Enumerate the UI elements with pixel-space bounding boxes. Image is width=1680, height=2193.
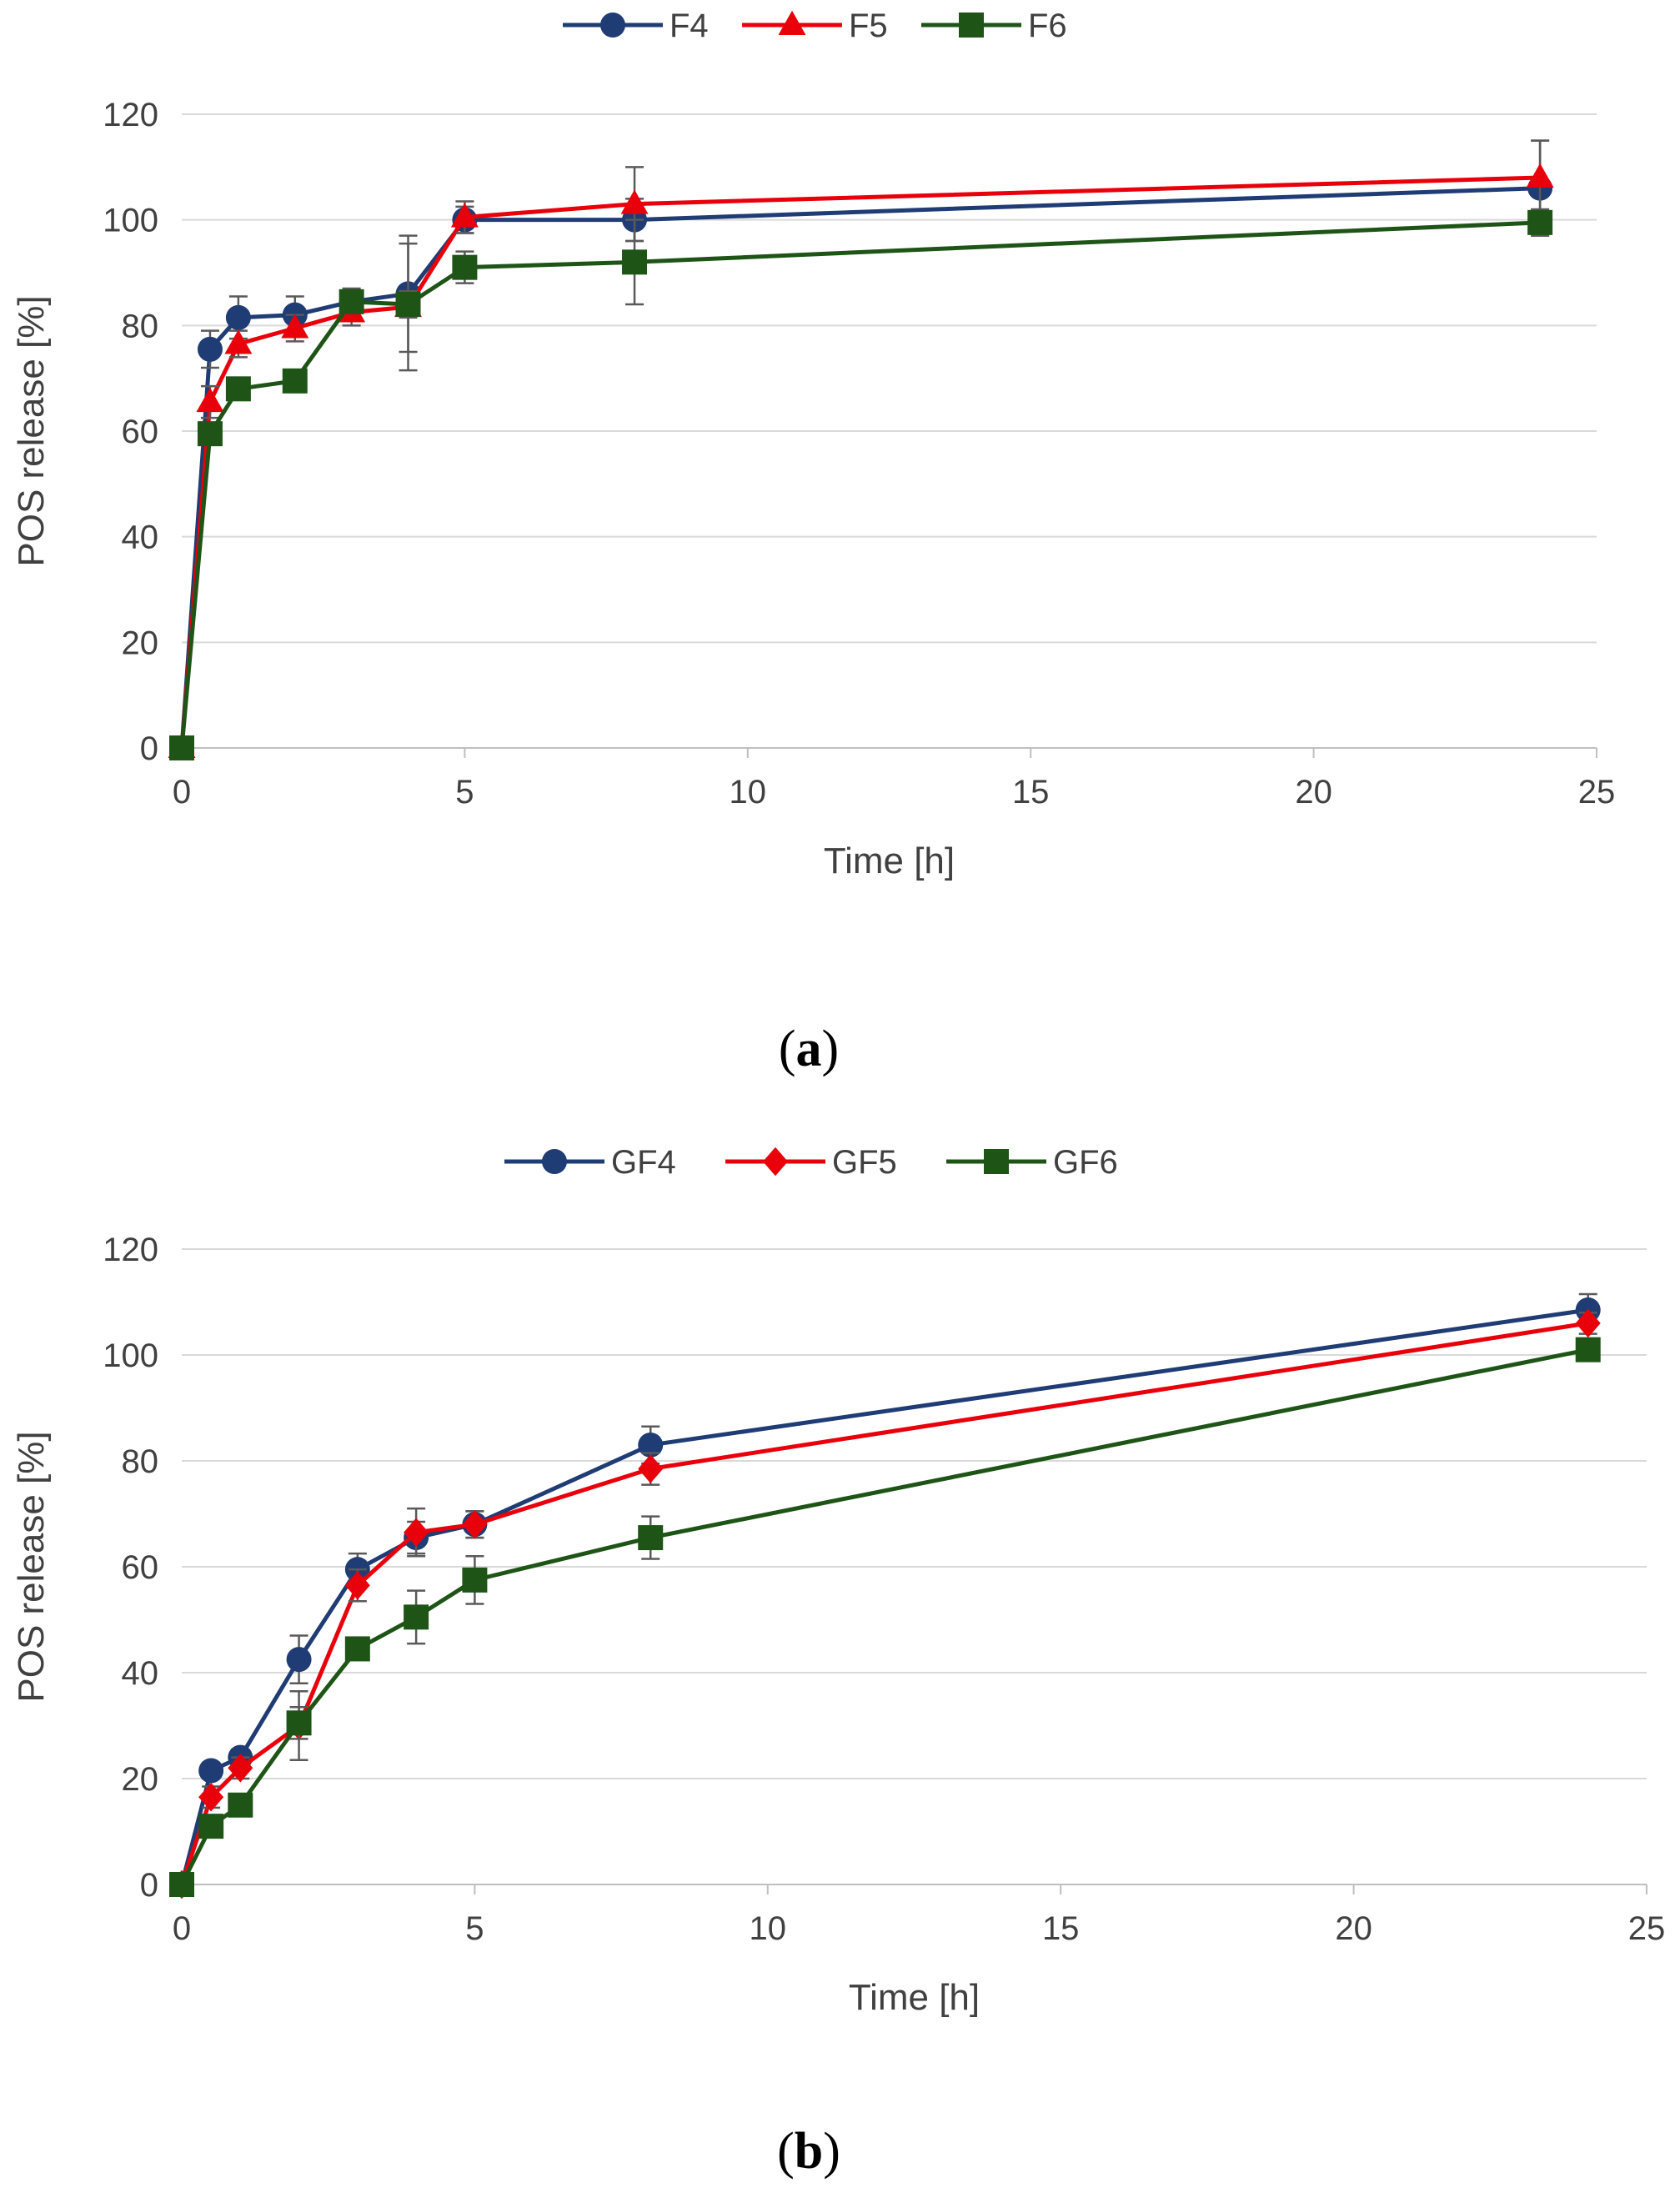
data-point-f5 [196, 387, 224, 413]
legend-label-gf4: GF4 [611, 1144, 676, 1181]
data-point-f6 [225, 376, 251, 402]
data-point-f5 [224, 329, 253, 354]
chart-panel-b: 0 20 40 60 80 100 120 0 5 10 15 20 25 Time [h] POS rel… [0, 1126, 1680, 2193]
x-tick-label: 25 [1578, 774, 1616, 810]
y-tick-label: 80 [122, 308, 159, 344]
data-point-f6 [197, 421, 223, 447]
data-point-gf6 [228, 1792, 253, 1818]
data-point-gf6 [198, 1814, 224, 1839]
x-tick-label: 5 [455, 774, 474, 810]
data-point-gf6 [462, 1567, 488, 1593]
y-tick-label: 120 [103, 97, 158, 133]
legend-marker-gf4 [542, 1149, 567, 1174]
y-axis-title: POS release [%] [11, 1431, 52, 1702]
series-line-gf4 [179, 1307, 1589, 1885]
x-axis-title: Time [h] [824, 841, 955, 881]
data-point-gf5 [462, 1509, 488, 1539]
legend-marker-f5 [778, 10, 806, 35]
data-point-f6 [169, 735, 194, 760]
data-point-gf6 [286, 1710, 312, 1736]
x-tick-label: 15 [1012, 774, 1050, 810]
x-tick-label: 20 [1295, 774, 1332, 810]
data-point-gf6 [344, 1636, 370, 1662]
panel-label-a: (a) [779, 1021, 839, 1077]
chart-b-svg: 0 20 40 60 80 100 120 0 5 10 15 20 25 Time [h] POS rel… [11, 1144, 1666, 2180]
legend-label-gf5: GF5 [832, 1144, 897, 1181]
x-axis-title: Time [h] [849, 1977, 980, 2018]
data-point-gf4 [198, 1758, 224, 1784]
series-f5 [168, 139, 1554, 758]
series-line-f5 [179, 175, 1541, 749]
y-tick-label: 100 [103, 203, 158, 239]
x-tick-label: 5 [465, 1910, 484, 1947]
legend-marker-gf6 [984, 1149, 1009, 1174]
data-point-gf4 [286, 1647, 312, 1673]
series-f6 [169, 208, 1553, 760]
panel-label-b: (b) [777, 2123, 840, 2180]
data-point-f6 [395, 292, 421, 317]
legend-marker-f4 [600, 13, 625, 38]
series-gf6 [169, 1337, 1601, 1897]
series-f4 [169, 139, 1553, 760]
x-tick-label: 10 [730, 774, 767, 810]
legend-marker-f6 [959, 13, 984, 38]
data-point-gf5 [198, 1782, 224, 1812]
data-point-f6 [339, 289, 364, 314]
data-point-gf6 [404, 1604, 429, 1630]
x-tick-label: 25 [1628, 1910, 1666, 1947]
x-tick-label: 15 [1042, 1910, 1080, 1947]
y-tick-label: 20 [122, 625, 159, 661]
data-point-gf6 [169, 1872, 194, 1897]
data-point-f6 [452, 254, 478, 280]
y-tick-label: 0 [140, 1867, 158, 1904]
data-point-gf5 [638, 1454, 664, 1483]
data-point-gf6 [1575, 1337, 1601, 1362]
y-tick-label: 120 [103, 1232, 158, 1268]
y-tick-label: 60 [122, 1549, 159, 1586]
data-point-gf5 [404, 1518, 429, 1547]
y-tick-label: 80 [122, 1443, 159, 1480]
series-line-gf6 [179, 1347, 1589, 1886]
data-point-f5 [1526, 163, 1554, 188]
data-point-f5 [281, 314, 309, 339]
x-tick-label: 0 [173, 774, 191, 810]
data-point-f6 [1527, 209, 1553, 235]
y-tick-label: 100 [103, 1337, 158, 1374]
y-axis-title: POS release [%] [11, 295, 52, 566]
legend-label-f5: F5 [849, 8, 888, 44]
data-point-gf5 [228, 1754, 253, 1783]
data-point-gf6 [638, 1525, 664, 1551]
chart-panel-a: 0 20 40 60 80 100 120 0 5 10 15 20 25 Time [h] POS rel… [11, 8, 1616, 1077]
data-point-f5 [620, 189, 649, 214]
data-point-f5 [450, 203, 479, 228]
data-point-f4 [225, 304, 251, 330]
data-point-f4 [197, 336, 223, 362]
y-tick-label: 60 [122, 414, 159, 450]
chart-a-svg: 0 20 40 60 80 100 120 0 5 10 15 20 25 Time [h] POS rel… [11, 8, 1616, 1077]
y-tick-label: 40 [122, 519, 159, 556]
series-line-f4 [179, 186, 1541, 749]
series-line-f6 [179, 220, 1541, 749]
y-tick-label: 0 [140, 730, 158, 767]
y-tick-label: 20 [122, 1761, 159, 1798]
data-point-f6 [622, 249, 648, 275]
data-point-gf5 [1575, 1308, 1601, 1338]
legend-marker-gf5 [763, 1147, 788, 1177]
data-point-gf5 [344, 1570, 370, 1600]
y-tick-label: 40 [122, 1655, 159, 1692]
x-tick-label: 20 [1335, 1910, 1372, 1947]
series-line-gf5 [179, 1321, 1589, 1885]
legend-label-gf6: GF6 [1053, 1144, 1118, 1181]
legend: F4 F5 F6 [563, 8, 1067, 44]
legend: GF4 GF5 GF6 [504, 1144, 1118, 1181]
legend-label-f6: F6 [1028, 8, 1067, 44]
data-point-f6 [282, 368, 308, 394]
x-tick-label: 10 [750, 1910, 787, 1947]
series-gf5 [169, 1308, 1601, 1899]
x-tick-label: 0 [173, 1910, 191, 1947]
legend-label-f4: F4 [669, 8, 709, 44]
data-point-gf4 [638, 1432, 664, 1458]
series-gf4 [169, 1292, 1601, 1897]
